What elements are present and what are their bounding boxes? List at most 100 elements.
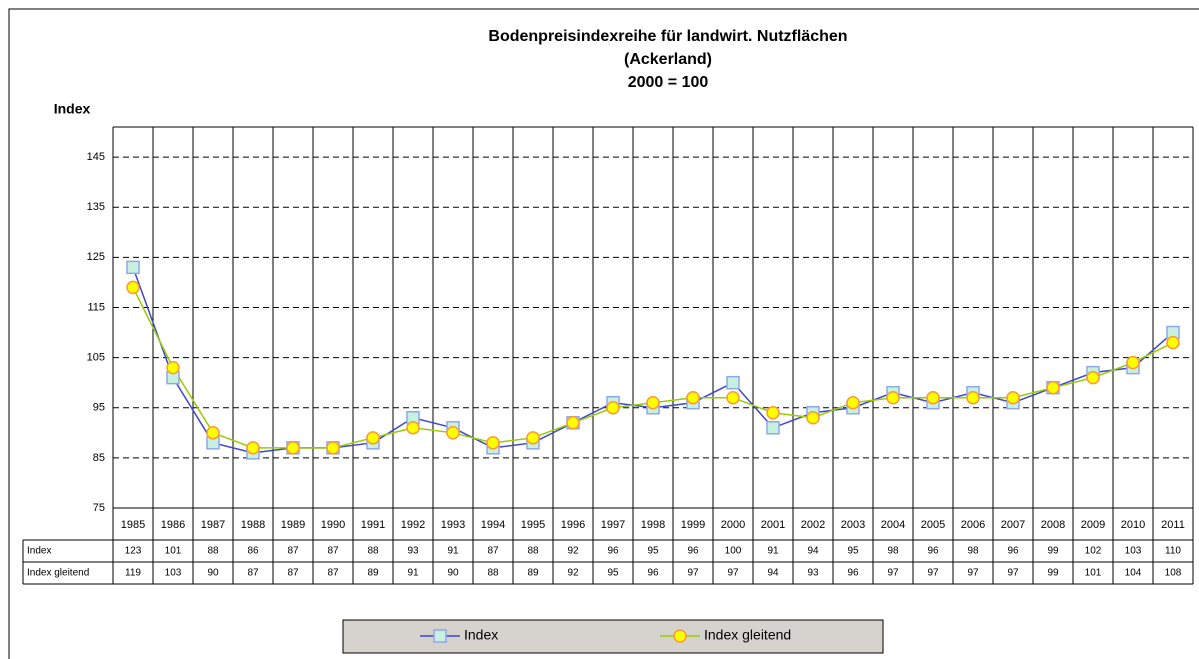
table-cell: 88: [527, 546, 539, 557]
data-point: [766, 406, 780, 420]
table-row-label: Index: [27, 546, 51, 557]
x-tick-label: 2005: [921, 519, 945, 531]
y-tick-label: 95: [93, 402, 105, 414]
table-cell: 98: [887, 546, 899, 557]
x-tick-label: 2008: [1041, 519, 1065, 531]
table-cell: 96: [1007, 546, 1019, 557]
data-point: [366, 431, 380, 445]
table-cell: 95: [607, 568, 619, 579]
x-tick-label: 2009: [1081, 519, 1105, 531]
data-point: [246, 441, 260, 455]
x-tick-label: 1992: [401, 519, 425, 531]
table-cell: 99: [1047, 546, 1059, 557]
table-cell: 110: [1165, 546, 1181, 557]
data-point: [1006, 390, 1020, 405]
data-point: [486, 436, 500, 450]
table-row-label: Index gleitend: [27, 568, 89, 579]
data-point: [966, 390, 980, 405]
table-cell: 90: [447, 568, 459, 579]
data-point: [606, 400, 620, 415]
x-tick-label: 1993: [441, 519, 465, 531]
table-cell: 94: [767, 568, 779, 579]
chart-title: 2000 = 100: [628, 74, 709, 91]
table-cell: 96: [607, 546, 619, 557]
y-tick-label: 135: [87, 201, 105, 213]
x-tick-label: 1994: [481, 519, 505, 531]
table-cell: 97: [967, 568, 979, 579]
data-point: [766, 421, 780, 435]
data-point: [446, 426, 460, 440]
table-cell: 89: [367, 568, 379, 579]
x-tick-label: 1991: [361, 519, 385, 531]
table-cell: 119: [125, 568, 141, 579]
x-tick-label: 1995: [521, 519, 545, 531]
table-cell: 92: [567, 568, 579, 579]
data-point: [846, 395, 860, 410]
x-tick-label: 1986: [161, 519, 185, 531]
table-cell: 97: [927, 568, 939, 579]
x-tick-label: 2001: [761, 519, 785, 531]
table-cell: 98: [967, 546, 979, 557]
y-tick-label: 75: [93, 502, 105, 514]
data-point: [926, 390, 940, 405]
table-cell: 87: [487, 546, 499, 557]
table-cell: 103: [165, 568, 182, 579]
x-tick-label: 1998: [641, 519, 665, 531]
table-cell: 99: [1047, 568, 1059, 579]
table-cell: 87: [327, 546, 339, 557]
data-point: [1126, 355, 1140, 370]
table-cell: 88: [367, 546, 379, 557]
table-cell: 91: [767, 546, 779, 557]
table-cell: 87: [247, 568, 259, 579]
table-cell: 97: [1007, 568, 1019, 579]
data-point: [1166, 335, 1180, 350]
legend-marker: [433, 629, 447, 643]
table-cell: 87: [327, 568, 339, 579]
x-tick-label: 2000: [721, 519, 745, 531]
data-point: [286, 441, 300, 455]
table-cell: 87: [287, 568, 299, 579]
x-tick-label: 1985: [121, 519, 145, 531]
x-tick-label: 1999: [681, 519, 705, 531]
data-point: [726, 390, 740, 405]
table-cell: 103: [1125, 546, 1142, 557]
data-point: [126, 280, 140, 295]
data-point: [686, 390, 700, 405]
table-cell: 97: [727, 568, 739, 579]
data-point: [566, 416, 580, 430]
table-cell: 86: [247, 546, 259, 557]
table-cell: 95: [647, 546, 659, 557]
table-cell: 87: [287, 546, 299, 557]
table-cell: 104: [1125, 568, 1142, 579]
table-cell: 91: [407, 568, 419, 579]
x-tick-label: 2010: [1121, 519, 1145, 531]
data-point: [806, 411, 820, 425]
x-tick-label: 2003: [841, 519, 865, 531]
table-cell: 101: [165, 546, 182, 557]
y-tick-label: 105: [87, 352, 105, 364]
y-tick-label: 115: [87, 301, 105, 313]
data-point: [326, 441, 340, 455]
x-tick-label: 1997: [601, 519, 625, 531]
chart-frame: [8, 8, 1199, 659]
table-cell: 96: [847, 568, 859, 579]
table-cell: 88: [207, 546, 219, 557]
data-point: [206, 426, 220, 440]
table-cell: 97: [687, 568, 699, 579]
chart-title: (Ackerland): [624, 51, 712, 68]
x-tick-label: 1990: [321, 519, 345, 531]
x-tick-label: 1987: [201, 519, 225, 531]
table-cell: 88: [487, 568, 499, 579]
x-tick-label: 1988: [241, 519, 265, 531]
table-cell: 92: [567, 546, 579, 557]
data-point: [166, 360, 180, 375]
y-tick-label: 125: [87, 251, 105, 263]
table-cell: 108: [1165, 568, 1182, 579]
table-cell: 90: [207, 568, 219, 579]
x-tick-label: 1989: [281, 519, 305, 531]
table-cell: 91: [447, 546, 459, 557]
x-tick-label: 2006: [961, 519, 985, 531]
legend-label: Index gleitend: [704, 627, 791, 643]
data-point: [1046, 380, 1060, 395]
